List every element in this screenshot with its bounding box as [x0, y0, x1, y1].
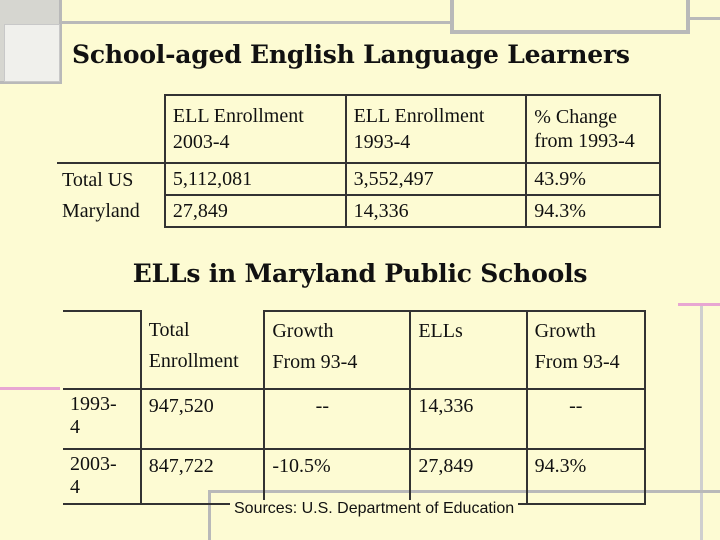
table-cell: 43.9% — [525, 162, 661, 196]
table-row: 1993- 4 947,520 -- 14,336 -- — [63, 388, 647, 450]
table-cell: -10.5% — [263, 448, 412, 505]
table-cell: -- — [525, 388, 647, 450]
table-cell: 947,520 — [139, 388, 266, 450]
row-label: Total US — [62, 168, 134, 191]
header-cell: ELLs — [409, 310, 528, 390]
table-row: 2003- 4 847,722 -10.5% 27,849 94.3% — [63, 448, 647, 505]
table-cell: 27,849 — [409, 448, 528, 505]
header-line: 1993-4 — [353, 131, 411, 153]
source-note: Sources: U.S. Department of Education — [230, 500, 519, 518]
table-cell: 94.3% — [525, 194, 661, 228]
header-cell: % Change from 1993-4 — [525, 94, 661, 164]
decor-line-right — [690, 0, 720, 20]
decor-right-gray — [700, 306, 703, 540]
header-cell: ELL Enrollment 2003-4 — [163, 94, 347, 164]
table-header-row: ELL Enrollment 2003-4 ELL Enrollment 199… — [57, 94, 661, 164]
row-label: 2003- 4 — [63, 448, 142, 505]
header-line: Total — [148, 319, 190, 341]
header-line: From 93-4 — [534, 351, 620, 373]
table-cell: 27,849 — [163, 194, 347, 228]
header-line: Growth — [272, 320, 334, 342]
decor-pink-line-right — [678, 303, 720, 306]
decor-block-top-right — [450, 0, 690, 34]
decor-bottom-gray — [208, 490, 211, 540]
empty-header-cell — [63, 310, 142, 390]
header-line: % Change — [534, 106, 617, 128]
empty-header-cell — [57, 95, 166, 164]
table-cell: 14,336 — [409, 388, 528, 450]
table-cell: -- — [263, 388, 412, 450]
decor-pink-line — [0, 387, 60, 390]
header-cell: Growth From 93-4 — [264, 310, 412, 390]
maryland-enrollment-table: Total Enrollment Growth From 93-4 ELLs G… — [63, 310, 647, 505]
row-label-line: 4 — [70, 416, 80, 438]
row-label-line: 4 — [70, 476, 80, 498]
header-line: 2003-4 — [172, 131, 230, 153]
header-line: From 93-4 — [272, 351, 358, 373]
table-cell: 847,722 — [139, 448, 266, 505]
header-cell: Growth From 93-4 — [525, 310, 647, 390]
row-label-line: 2003- — [70, 453, 117, 475]
header-cell: Total Enrollment — [139, 311, 266, 389]
table-row: Total US 5,112,081 3,552,497 43.9% — [57, 162, 661, 196]
table-header-row: Total Enrollment Growth From 93-4 ELLs G… — [63, 310, 647, 390]
header-line: Enrollment — [148, 350, 239, 372]
national-enrollment-table: ELL Enrollment 2003-4 ELL Enrollment 199… — [57, 94, 661, 228]
table-cell: 94.3% — [525, 448, 647, 505]
decor-line-top — [62, 0, 450, 24]
table-cell: 5,112,081 — [163, 162, 347, 196]
decor-block-inner — [4, 24, 60, 82]
header-line: from 1993-4 — [534, 130, 635, 152]
row-label: Maryland — [62, 200, 140, 222]
page-title: School-aged English Language Learners — [72, 40, 630, 69]
header-line: Growth — [534, 320, 596, 342]
table-cell: 3,552,497 — [344, 162, 528, 196]
header-line: ELL Enrollment — [353, 105, 485, 127]
row-label-line: 1993- — [70, 393, 117, 415]
table-cell: 14,336 — [344, 194, 528, 228]
table-row: Maryland 27,849 14,336 94.3% — [57, 194, 661, 228]
header-cell: ELL Enrollment 1993-4 — [344, 94, 528, 164]
section-subtitle: ELLs in Maryland Public Schools — [132, 259, 588, 288]
header-line: ELL Enrollment — [172, 105, 304, 127]
row-label: 1993- 4 — [63, 388, 142, 450]
header-line: ELLs — [418, 320, 463, 342]
